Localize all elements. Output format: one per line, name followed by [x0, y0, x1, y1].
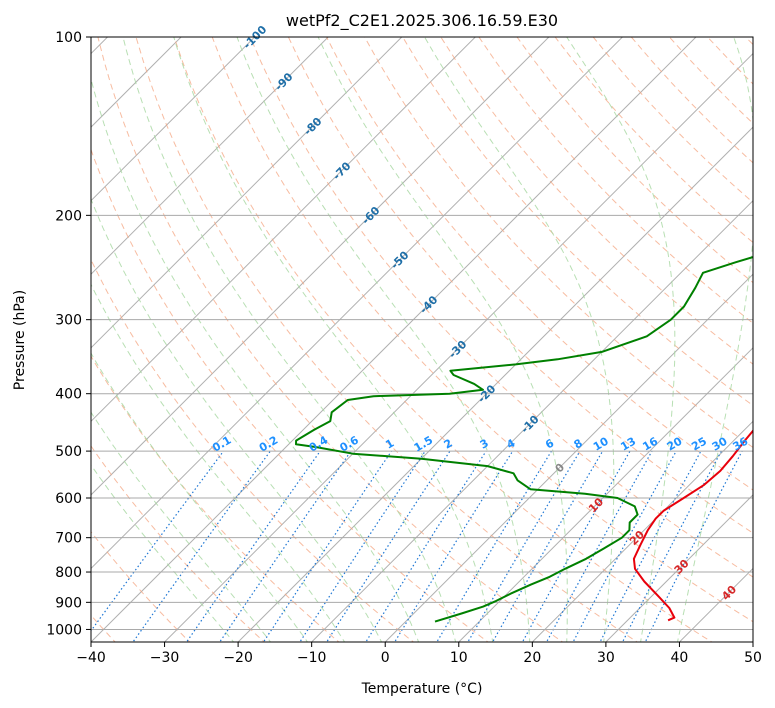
dry-adiabat-line [440, 37, 753, 365]
mixing-ratio-line [262, 450, 392, 642]
isotherm-line [605, 494, 753, 642]
plot-background [91, 37, 753, 642]
y-tick-label: 300 [55, 313, 82, 329]
x-tick-label: 10 [450, 650, 468, 666]
dewpoint-line [295, 256, 753, 623]
moist-adiabat-line [91, 77, 420, 642]
isotherm-line [91, 37, 477, 423]
x-tick-label: 30 [597, 650, 615, 666]
y-tick-label: 900 [55, 595, 82, 611]
mixing-ratio-line [599, 450, 702, 642]
x-tick-label: 40 [671, 650, 689, 666]
isotherm-line [91, 37, 329, 275]
axes: −40 −30 −20 −10 0 10 20 30 40 50 100 200 300 400 500 60… [46, 30, 762, 666]
moist-adiabat-line [91, 197, 383, 642]
isotherm-line [91, 37, 550, 496]
y-axis-label: Pressure (hPa) [12, 290, 28, 390]
chart-title: wetPf2_C2E1.2025.306.16.59.E30 [286, 11, 558, 31]
isotherm-line [91, 37, 256, 202]
isotherm-line [163, 52, 753, 642]
y-tick-label: 400 [55, 387, 82, 403]
dry-adiabat-line [91, 258, 415, 642]
mixing-ratio-line [325, 450, 451, 642]
x-tick-label: −40 [76, 650, 106, 666]
y-tick-label: 600 [55, 491, 82, 507]
dry-adiabat-line [478, 37, 753, 324]
x-tick-label: −20 [223, 650, 253, 666]
x-tick-label: −30 [150, 650, 180, 666]
x-tick-label: 20 [523, 650, 541, 666]
mixing-ratio-line [219, 450, 352, 642]
dry-adiabat-line [326, 37, 753, 491]
y-tick-label: 100 [55, 30, 82, 46]
isotherm-line [310, 199, 753, 642]
mixing-ratio-line [299, 450, 426, 642]
mixing-ratio-line [621, 450, 722, 642]
mixing-ratio-line [132, 450, 271, 642]
mixing-ratio-line [91, 450, 224, 632]
isotherm-line [752, 641, 753, 642]
isotherm-line [91, 37, 697, 642]
isotherm-line [458, 347, 753, 642]
dry-adiabat-line [249, 37, 753, 578]
y-tick-label: 500 [55, 444, 82, 460]
y-tick-label: 1000 [46, 622, 82, 638]
isotherm-line [91, 37, 403, 349]
plot-frame [90, 36, 754, 643]
mixing-ratio-line [572, 450, 677, 642]
series-layer [295, 256, 753, 623]
isotherm-line [384, 273, 753, 642]
isotherm-line [91, 37, 624, 570]
dry-adiabat-line [173, 37, 713, 642]
isotherm-line [531, 420, 753, 642]
x-tick-label: −10 [297, 650, 327, 666]
dry-adiabat-line [402, 37, 753, 407]
mixing-ratio-line [185, 450, 321, 642]
mixing-ratio-line [365, 450, 487, 642]
x-tick-label: 0 [381, 650, 390, 666]
y-tick-label: 200 [55, 208, 82, 224]
dry-adiabat-line [287, 37, 753, 534]
x-axis-label: Temperature (°C) [361, 681, 483, 697]
temperature-line [632, 429, 753, 622]
mixing-ratio-line [467, 450, 581, 642]
mixing-ratio-line [394, 450, 514, 642]
x-tick-label: 50 [744, 650, 762, 666]
y-tick-label: 700 [55, 531, 82, 547]
y-tick-label: 800 [55, 565, 82, 581]
